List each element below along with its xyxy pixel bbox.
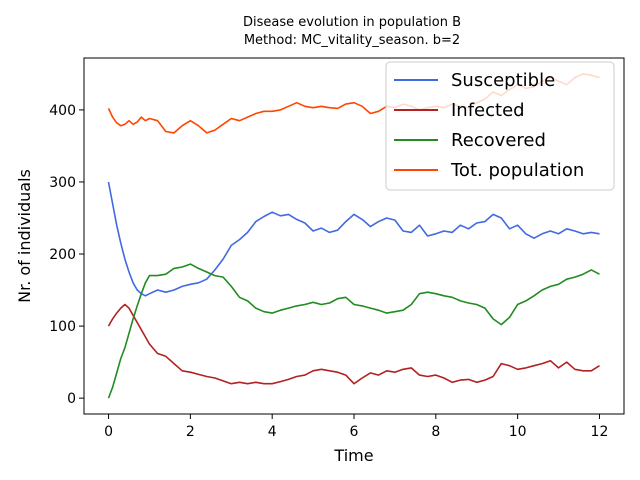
y-tick-label-3: 300 xyxy=(49,175,76,191)
series-line-2 xyxy=(107,263,600,399)
y-tick-label-4: 400 xyxy=(49,103,76,119)
legend: Susceptible Infected Recovered Tot. populat… xyxy=(385,61,615,191)
chart-title-line-2: Method: MC_vitality_season. b=2 xyxy=(244,33,460,48)
x-tick-label-2: 4 xyxy=(268,424,277,440)
x-axis: 0 2 4 6 8 10 12 xyxy=(104,414,608,440)
x-tick-label-6: 12 xyxy=(591,424,609,440)
y-tick-label-0: 0 xyxy=(67,391,76,407)
y-axis: 0 100 200 300 400 xyxy=(49,103,84,407)
y-tick-label-1: 100 xyxy=(49,319,76,335)
x-axis-label: Time xyxy=(333,446,373,465)
x-tick-label-3: 6 xyxy=(350,424,359,440)
y-tick-label-2: 200 xyxy=(49,247,76,263)
x-tick-label-1: 2 xyxy=(186,424,195,440)
legend-label-1: Infected xyxy=(451,100,525,121)
chart-title-line-1: Disease evolution in population B xyxy=(243,15,461,30)
x-tick-label-5: 10 xyxy=(509,424,527,440)
y-axis-label: Nr. of individuals xyxy=(15,169,34,303)
series-line-0 xyxy=(107,181,600,297)
x-tick-label-0: 0 xyxy=(104,424,113,440)
legend-label-3: Tot. population xyxy=(450,160,584,181)
x-tick-label-4: 8 xyxy=(431,424,440,440)
series-line-1 xyxy=(107,303,600,385)
legend-label-0: Susceptible xyxy=(451,70,555,91)
legend-label-2: Recovered xyxy=(451,130,546,151)
legend-frame xyxy=(385,61,615,191)
